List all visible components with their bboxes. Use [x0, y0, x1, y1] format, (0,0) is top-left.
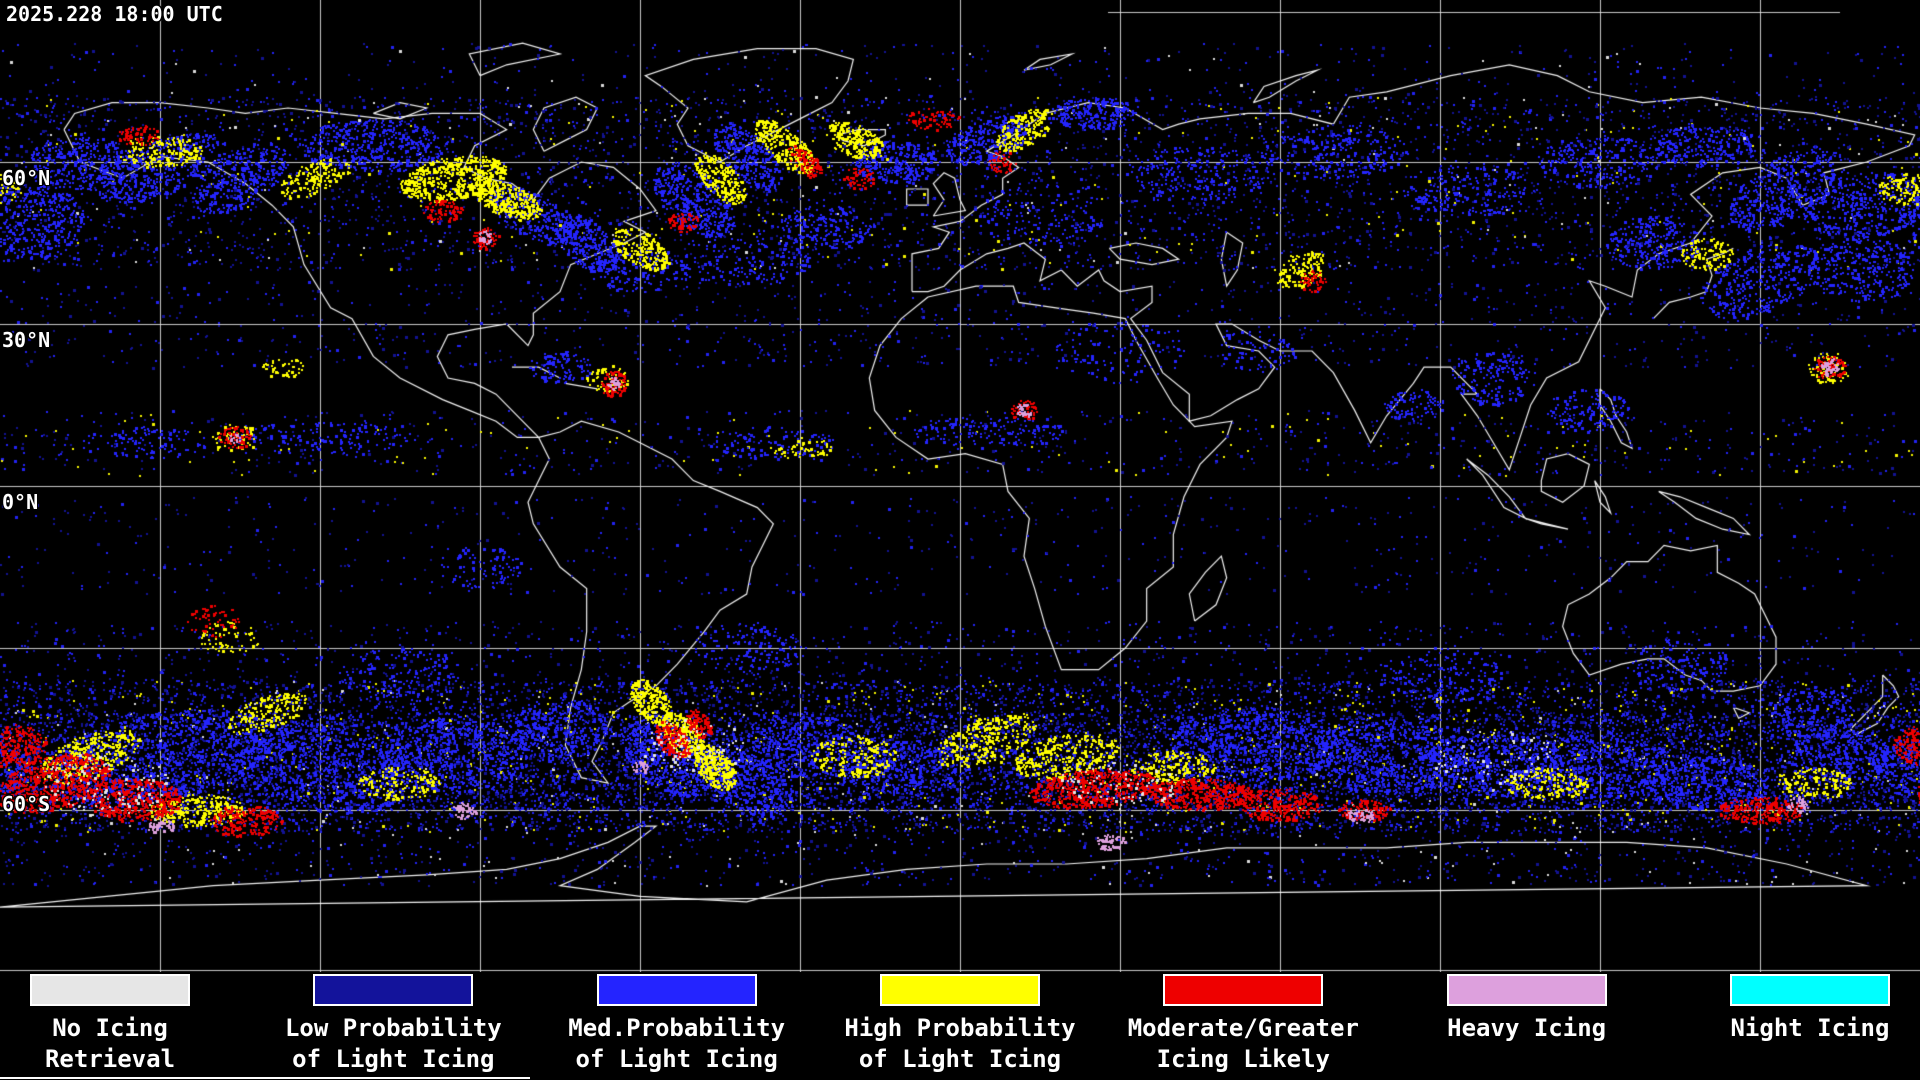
lat-label-60s: 60°S	[2, 792, 51, 816]
legend-label: of Light Icing	[858, 1045, 1062, 1073]
legend-item-night: Night Icing	[1700, 972, 1920, 1080]
lat-label-30n: 30°N	[2, 328, 51, 352]
legend-item-high-prob: High Probability of Light Icing	[844, 972, 1076, 1080]
legend-swatch-night	[1729, 974, 1890, 1006]
legend-label: Heavy Icing	[1447, 1014, 1607, 1042]
legend-label: Moderate/Greater	[1127, 1014, 1359, 1042]
legend-swatch-no-icing	[30, 974, 190, 1006]
lat-label-0n: 0°N	[2, 490, 39, 514]
legend-swatch-heavy	[1446, 974, 1607, 1006]
legend-swatch-low-prob	[313, 974, 474, 1006]
legend-label: Low Probability	[284, 1014, 502, 1042]
legend-item-low-prob: Low Probability of Light Icing	[283, 972, 503, 1080]
legend-label: of Light Icing	[292, 1045, 495, 1073]
legend-swatch-high-prob	[879, 974, 1040, 1006]
legend-label: of Light Icing	[575, 1045, 778, 1073]
bottom-edge-line	[0, 1077, 530, 1079]
legend-item-med-prob: Med.Probability of Light Icing	[567, 972, 787, 1080]
lat-label-60n: 60°N	[2, 166, 51, 190]
legend-item-no-icing: No Icing Retrieval	[0, 972, 220, 1080]
legend-swatch-med-prob	[596, 974, 757, 1006]
world-icing-map-canvas	[0, 0, 1920, 972]
legend-item-heavy: Heavy Icing	[1417, 972, 1637, 1080]
legend-swatch-moderate	[1163, 974, 1324, 1006]
legend-item-moderate: Moderate/Greater Icing Likely	[1128, 972, 1359, 1080]
legend-label: High Probability	[844, 1014, 1076, 1042]
legend-label: No Icing	[52, 1014, 168, 1042]
legend-bar: No Icing Retrieval Low Probability of Li…	[0, 972, 1920, 1080]
legend-label: Night Icing	[1730, 1014, 1890, 1042]
timestamp: 2025.228 18:00 UTC	[6, 2, 223, 26]
legend-label: Icing Likely	[1156, 1045, 1330, 1073]
legend-label: Med.Probability	[568, 1014, 786, 1042]
legend-label: Retrieval	[44, 1045, 176, 1073]
